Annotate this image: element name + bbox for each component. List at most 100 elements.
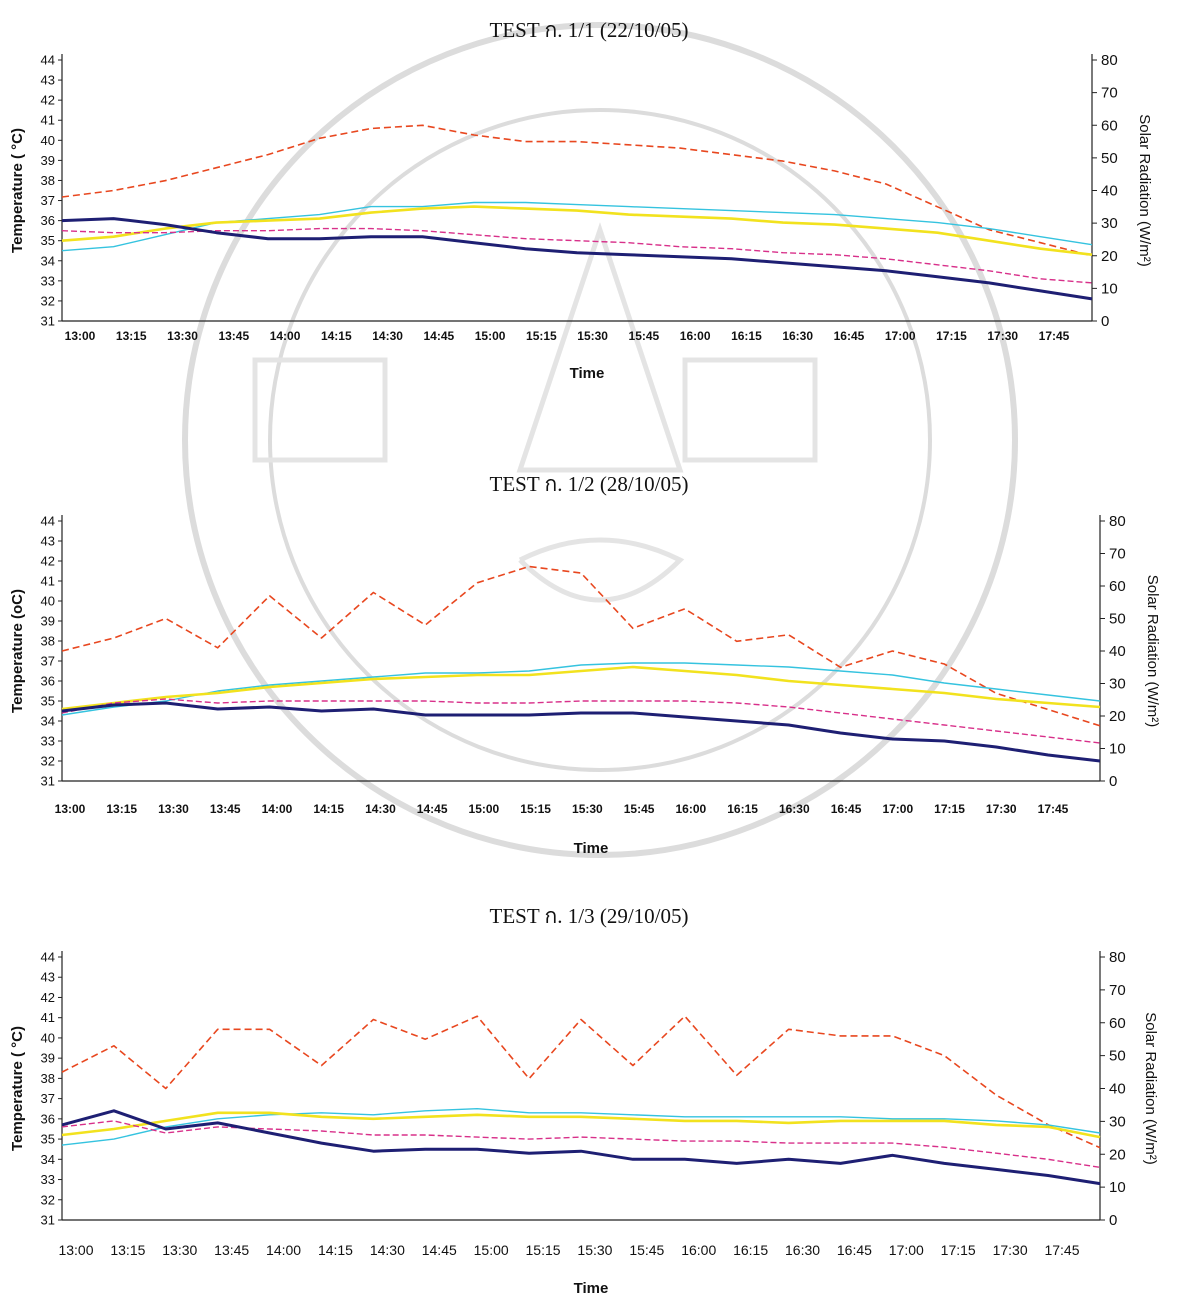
y-tick-label: 36 bbox=[41, 674, 55, 689]
x-tick-label: 16:45 bbox=[837, 1242, 872, 1258]
y2-tick-label: 50 bbox=[1101, 150, 1118, 167]
x-tick-label: 14:45 bbox=[422, 1242, 457, 1258]
y-tick-label: 34 bbox=[41, 714, 55, 729]
series-line-solar bbox=[61, 1015, 1101, 1149]
x-tick-label: 13:45 bbox=[218, 329, 249, 343]
x-tick-label: 17:15 bbox=[936, 329, 967, 343]
x-tick-label: 17:30 bbox=[993, 1242, 1028, 1258]
series-line-magenta bbox=[61, 227, 1093, 284]
y-tick-label: 43 bbox=[41, 73, 55, 88]
chart-plot: 31 32 33 34 35 36 37 38 39 40 41 42 43 44 0 10 20 30 40 50 6… bbox=[9, 949, 1159, 1297]
x-tick-label: 16:30 bbox=[779, 802, 810, 816]
y2-tick-label: 60 bbox=[1109, 578, 1126, 595]
x-axis-label: Time bbox=[570, 365, 605, 382]
x-axis-label: Time bbox=[574, 1280, 609, 1297]
y-tick-label: 32 bbox=[41, 1192, 55, 1207]
y-tick-label: 35 bbox=[41, 694, 55, 709]
y-tick-label: 33 bbox=[41, 273, 55, 288]
x-tick-label: 17:45 bbox=[1038, 802, 1069, 816]
x-tick-label: 14:15 bbox=[321, 329, 352, 343]
x-tick-label: 17:45 bbox=[1044, 1242, 1079, 1258]
x-tick-label: 15:15 bbox=[526, 1242, 561, 1258]
y2-tick-label: 30 bbox=[1101, 215, 1118, 232]
x-tick-label: 15:00 bbox=[469, 802, 500, 816]
y-axis-label: Temperature ( °C) bbox=[9, 1026, 26, 1151]
x-tick-label: 13:30 bbox=[167, 329, 198, 343]
y-tick-label: 37 bbox=[41, 1091, 55, 1106]
chart-test-1-3: TEST ก. 1/3 (29/10/05) 31 32 33 34 35 36 37 38 3… bbox=[0, 880, 1178, 1300]
y2-tick-label: 70 bbox=[1101, 85, 1118, 102]
x-tick-label: 16:30 bbox=[782, 329, 813, 343]
chart-plot: 31 32 33 34 35 36 37 38 39 40 41 42 43 44 0 10 20 30 40 50 6… bbox=[9, 513, 1161, 857]
y2-tick-label: 10 bbox=[1109, 1179, 1126, 1196]
y-tick-label: 42 bbox=[41, 93, 55, 108]
y-tick-label: 42 bbox=[41, 554, 55, 569]
y-tick-label: 36 bbox=[41, 1111, 55, 1126]
x-tick-label: 13:30 bbox=[162, 1242, 197, 1258]
x-tick-label: 15:45 bbox=[624, 802, 655, 816]
x-tick-label: 15:30 bbox=[577, 329, 608, 343]
x-tick-label: 15:30 bbox=[577, 1242, 612, 1258]
x-tick-label: 14:15 bbox=[313, 802, 344, 816]
x-tick-label: 13:30 bbox=[158, 802, 189, 816]
y2-tick-label: 40 bbox=[1109, 1081, 1126, 1098]
y-tick-label: 33 bbox=[41, 734, 55, 749]
chart-title: TEST ก. 1/2 (28/10/05) bbox=[489, 472, 689, 496]
y2-tick-label: 70 bbox=[1109, 546, 1126, 563]
y-tick-label: 33 bbox=[41, 1172, 55, 1187]
y-tick-label: 40 bbox=[41, 1030, 55, 1045]
y-tick-label: 31 bbox=[41, 314, 55, 329]
y-tick-label: 34 bbox=[41, 253, 55, 268]
chart-test-1-2: TEST ก. 1/2 (28/10/05) 31 32 33 34 35 36 37 38 3… bbox=[0, 440, 1178, 870]
x-tick-label: 13:00 bbox=[65, 329, 96, 343]
y-tick-label: 44 bbox=[41, 53, 55, 68]
y2-tick-label: 20 bbox=[1101, 248, 1118, 265]
y-tick-label: 44 bbox=[41, 950, 55, 965]
chart-title: TEST ก. 1/1 (22/10/05) bbox=[489, 18, 689, 42]
y2-tick-label: 0 bbox=[1109, 1212, 1117, 1229]
x-tick-label: 16:00 bbox=[675, 802, 706, 816]
x-tick-label: 15:45 bbox=[629, 1242, 664, 1258]
y2-tick-label: 60 bbox=[1101, 117, 1118, 134]
x-tick-label: 17:30 bbox=[986, 802, 1017, 816]
y-tick-label: 41 bbox=[41, 113, 55, 128]
y2-tick-label: 30 bbox=[1109, 1113, 1126, 1130]
x-tick-label: 17:00 bbox=[889, 1242, 924, 1258]
y-tick-label: 44 bbox=[41, 514, 55, 529]
x-tick-label: 13:15 bbox=[116, 329, 147, 343]
x-axis-label: Time bbox=[574, 840, 609, 857]
y2-axis-label: Solar Radiation (W/m²) bbox=[1142, 1012, 1159, 1165]
y2-tick-label: 80 bbox=[1101, 52, 1118, 69]
y-axis-label: Temperature (oC) bbox=[9, 589, 26, 713]
x-tick-label: 15:30 bbox=[572, 802, 603, 816]
y2-axis-label: Solar Radiation (W/m²) bbox=[1136, 114, 1153, 267]
series-line-solar bbox=[61, 124, 1093, 257]
series-line-cyan bbox=[61, 662, 1101, 716]
x-tick-label: 16:15 bbox=[733, 1242, 768, 1258]
y-tick-label: 32 bbox=[41, 754, 55, 769]
y-tick-label: 31 bbox=[41, 774, 55, 789]
series-line-yellow bbox=[61, 1111, 1101, 1139]
x-tick-label: 14:45 bbox=[423, 329, 454, 343]
x-tick-label: 13:45 bbox=[210, 802, 241, 816]
series-line-navy bbox=[61, 701, 1101, 763]
y-tick-label: 43 bbox=[41, 534, 55, 549]
y-tick-label: 38 bbox=[41, 634, 55, 649]
y-tick-label: 35 bbox=[41, 233, 55, 248]
x-tick-label: 14:30 bbox=[365, 802, 396, 816]
y2-tick-label: 0 bbox=[1101, 313, 1109, 330]
x-tick-label: 17:15 bbox=[934, 802, 965, 816]
x-tick-label: 14:30 bbox=[372, 329, 403, 343]
y2-axis-label: Solar Radiation (W/m²) bbox=[1144, 575, 1161, 728]
x-tick-label: 14:00 bbox=[266, 1242, 301, 1258]
y-tick-label: 31 bbox=[41, 1213, 55, 1228]
x-tick-label: 13:15 bbox=[110, 1242, 145, 1258]
x-tick-label: 14:00 bbox=[262, 802, 293, 816]
y2-tick-label: 50 bbox=[1109, 1048, 1126, 1065]
x-tick-label: 15:15 bbox=[520, 802, 551, 816]
y-tick-label: 37 bbox=[41, 193, 55, 208]
y2-tick-label: 70 bbox=[1109, 982, 1126, 999]
y2-tick-label: 50 bbox=[1109, 611, 1126, 628]
x-tick-label: 17:30 bbox=[987, 329, 1018, 343]
x-tick-label: 13:00 bbox=[55, 802, 86, 816]
